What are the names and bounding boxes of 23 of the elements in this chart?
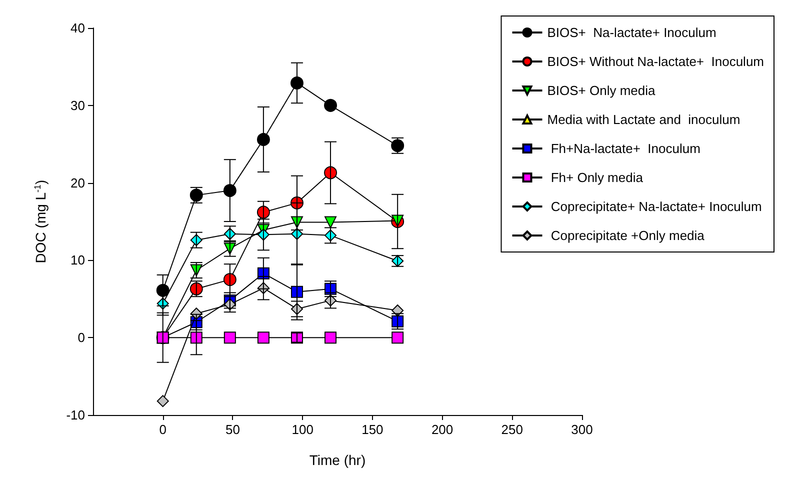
y-tick-label: -10 xyxy=(66,408,85,422)
legend-label: Fh+Na-lactate+ Inoculum xyxy=(547,141,700,156)
legend-label: Coprecipitate +Only media xyxy=(547,228,706,243)
legend-label: Media with Lactate and inoculum xyxy=(547,112,740,127)
legend-label: BIOS+ Only media xyxy=(547,83,656,98)
x-tick-label: 0 xyxy=(159,422,166,437)
x-tick-label: 100 xyxy=(292,422,314,437)
legend-label: BIOS+ Without Na-lactate+ Inoculum xyxy=(547,54,764,69)
y-tick-label: 10 xyxy=(70,252,85,268)
x-tick-label: 150 xyxy=(362,422,384,437)
legend-label: Fh+ Only media xyxy=(547,170,644,185)
y-axis-title: DOC (mg L-1) xyxy=(32,180,48,264)
x-tick-label: 250 xyxy=(501,422,523,437)
y-tick-label: 0 xyxy=(78,330,85,346)
x-axis-title: Time (hr) xyxy=(309,452,366,468)
y-tick-label: 30 xyxy=(70,98,85,113)
x-tick-label: 200 xyxy=(431,422,454,437)
legend-label: BIOS+ Na-lactate+ Inoculum xyxy=(547,25,716,40)
y-tick-label: 20 xyxy=(70,175,85,190)
x-tick-label: 50 xyxy=(225,422,240,437)
x-tick-label: 300 xyxy=(571,422,593,437)
y-tick-label: 40 xyxy=(70,20,85,36)
legend-label: Coprecipitate+ Na-lactate+ Inoculum xyxy=(547,199,762,214)
